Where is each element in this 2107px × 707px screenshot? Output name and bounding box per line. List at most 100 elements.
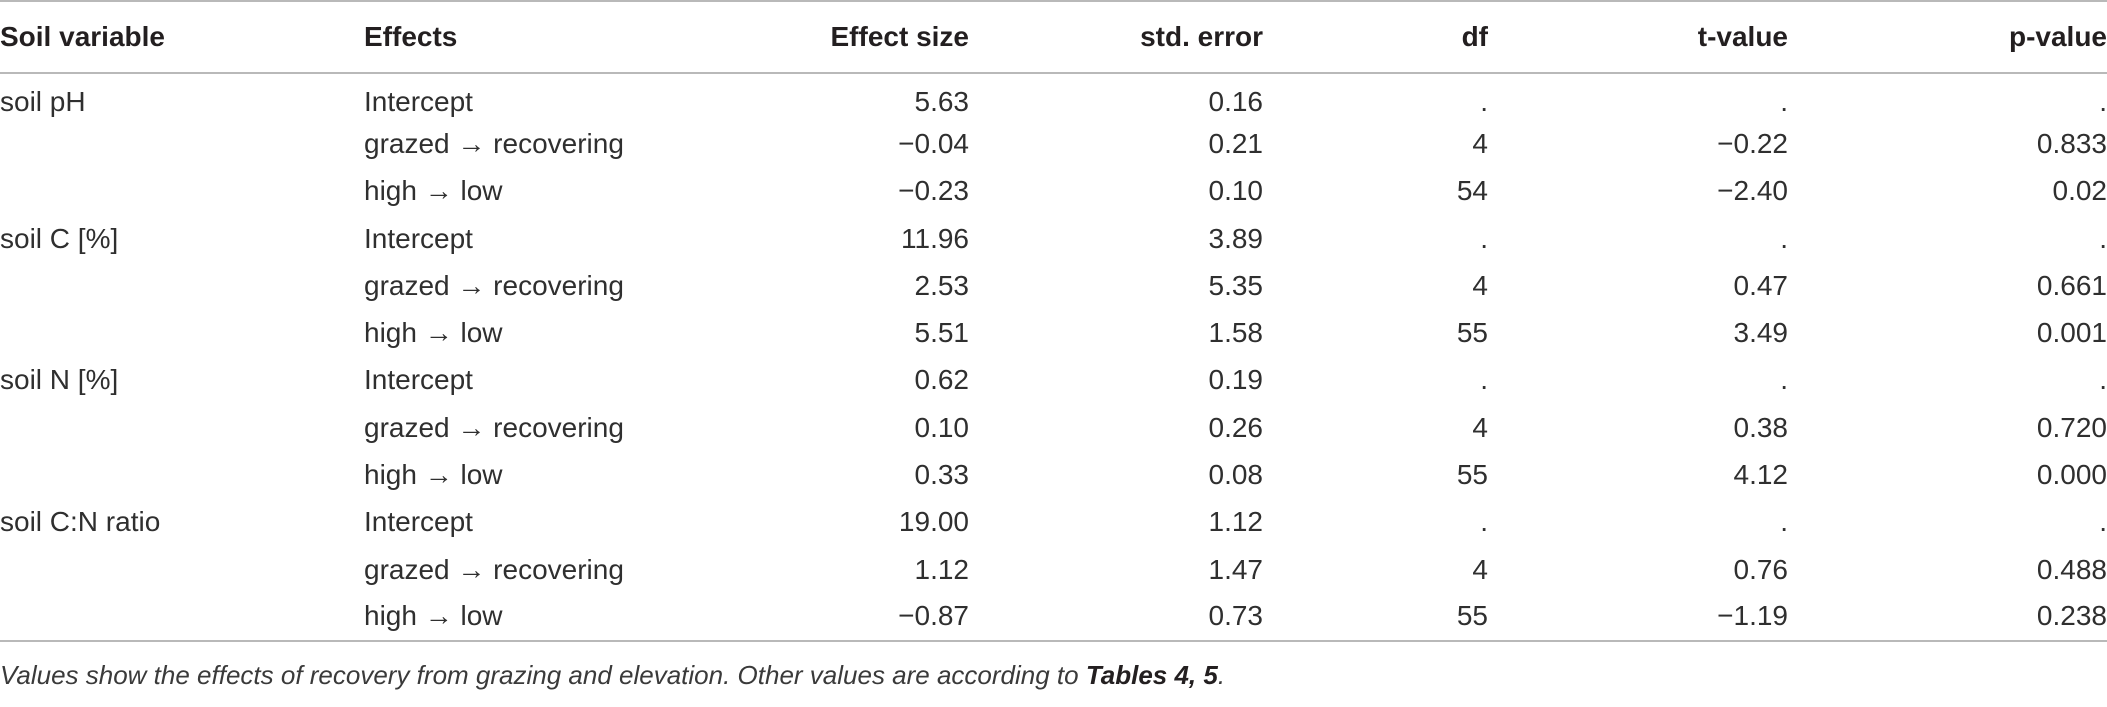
cell-t-value: 4.12	[1733, 459, 1789, 491]
footnote-table-reference[interactable]: Tables 4, 5	[1085, 660, 1218, 690]
footnote-text: Values show the effects of recovery from…	[0, 660, 1086, 690]
cell-std-error: 0.10	[1208, 175, 1264, 207]
cell-std-error: 0.08	[1208, 459, 1264, 491]
table-row: grazed → recovering 2.53 5.35 4 0.47 0.6…	[0, 262, 2107, 309]
table-row: soil C [%] Intercept 11.96 3.89 . . .	[0, 215, 2107, 262]
cell-soil-variable	[0, 309, 364, 356]
cell-df: 55	[1263, 593, 1488, 642]
cell-effect: grazed → recovering	[364, 127, 624, 159]
cell-effect-size: 11.96	[901, 222, 969, 254]
cell-std-error: 5.35	[1208, 269, 1264, 301]
cell-effect: Intercept	[364, 222, 473, 254]
cell-p-value: 0.488	[2036, 553, 2107, 585]
cell-soil-variable	[0, 593, 364, 642]
cell-std-error: 0.16	[1208, 86, 1264, 118]
cell-soil-variable: soil C [%]	[0, 222, 119, 254]
cell-t-value: 0.47	[1733, 269, 1789, 301]
cell-p-value: .	[2099, 222, 2107, 254]
table-row: high → low −0.87 0.73 55 −1.19 0.238	[0, 593, 2107, 642]
cell-p-value: .	[2099, 364, 2107, 396]
cell-std-error: 0.21	[1208, 127, 1264, 159]
cell-effect-size: −0.04	[898, 127, 969, 159]
table-row: soil pH Intercept 5.63 0.16 . . .	[0, 73, 2107, 120]
cell-p-value: 0.001	[2036, 317, 2107, 349]
cell-df: .	[1480, 364, 1488, 396]
cell-effect-size: 0.33	[914, 459, 970, 491]
cell-effect-size: 2.53	[914, 269, 970, 301]
cell-p-value: 0.238	[1788, 593, 2107, 642]
cell-t-value: 0.76	[1733, 553, 1789, 585]
footnote-end: .	[1217, 660, 1226, 690]
cell-effect-size: 0.10	[914, 411, 970, 443]
cell-soil-variable: soil N [%]	[0, 364, 119, 396]
cell-std-error: 0.73	[969, 593, 1263, 642]
cell-df: 4	[1472, 411, 1488, 443]
cell-effect-size: 19.00	[898, 506, 969, 538]
header-t-value: t-value	[1488, 0, 1788, 74]
header-soil-variable: Soil variable	[0, 0, 364, 74]
cell-t-value: −2.40	[1717, 175, 1788, 207]
cell-soil-variable	[0, 404, 364, 451]
cell-soil-variable	[0, 120, 364, 167]
header-p-value: p-value	[1788, 0, 2107, 74]
cell-t-value: 0.38	[1733, 411, 1789, 443]
cell-std-error: 3.89	[1208, 222, 1264, 254]
table-row: soil N [%] Intercept 0.62 0.19 . . .	[0, 357, 2107, 404]
cell-effect-size: −0.23	[898, 175, 969, 207]
cell-effect: Intercept	[364, 364, 473, 396]
cell-soil-variable	[0, 168, 364, 215]
cell-t-value: .	[1780, 86, 1788, 118]
cell-p-value: 0.833	[2036, 127, 2107, 159]
table-body: soil pH Intercept 5.63 0.16 . . . grazed…	[0, 73, 2107, 642]
cell-p-value: .	[2099, 506, 2107, 538]
cell-soil-variable	[0, 546, 364, 593]
table-row: high → low −0.23 0.10 54 −2.40 0.02	[0, 168, 2107, 215]
cell-effect: high → low	[364, 317, 503, 349]
cell-effect-size: 0.62	[914, 364, 970, 396]
header-row: Soil variable Effects Effect size std. e…	[0, 0, 2107, 74]
cell-p-value: 0.720	[2036, 411, 2107, 443]
table-row: grazed → recovering −0.04 0.21 4 −0.22 0…	[0, 120, 2107, 167]
cell-t-value: .	[1780, 364, 1788, 396]
cell-p-value: 0.000	[2036, 459, 2107, 491]
results-table-container: Soil variable Effects Effect size std. e…	[0, 0, 2107, 642]
cell-df: 4	[1472, 269, 1488, 301]
cell-soil-variable	[0, 451, 364, 498]
cell-effect: Intercept	[364, 86, 473, 118]
cell-df: 55	[1456, 459, 1488, 491]
cell-df: .	[1480, 86, 1488, 118]
cell-p-value: 0.02	[2052, 175, 2107, 207]
cell-effect-size: 5.63	[914, 86, 970, 118]
table-footnote: Values show the effects of recovery from…	[0, 660, 1225, 691]
cell-df: .	[1480, 506, 1488, 538]
cell-std-error: 0.26	[1208, 411, 1264, 443]
cell-t-value: −0.22	[1717, 127, 1788, 159]
cell-std-error: 1.58	[1208, 317, 1264, 349]
table-row: grazed → recovering 1.12 1.47 4 0.76 0.4…	[0, 546, 2107, 593]
cell-df: .	[1480, 222, 1488, 254]
header-effect-size: Effect size	[744, 0, 969, 74]
table-header: Soil variable Effects Effect size std. e…	[0, 0, 2107, 74]
cell-effect: high → low	[364, 459, 503, 491]
cell-df: 4	[1472, 553, 1488, 585]
cell-soil-variable: soil C:N ratio	[0, 506, 161, 538]
table-row: grazed → recovering 0.10 0.26 4 0.38 0.7…	[0, 404, 2107, 451]
header-std-error: std. error	[969, 0, 1263, 74]
header-df: df	[1263, 0, 1488, 74]
table-row: high → low 0.33 0.08 55 4.12 0.000	[0, 451, 2107, 498]
cell-std-error: 1.12	[1208, 506, 1264, 538]
cell-t-value: 3.49	[1733, 317, 1789, 349]
cell-df: 4	[1472, 127, 1488, 159]
cell-effect: high → low	[364, 593, 744, 642]
cell-std-error: 1.47	[1208, 553, 1264, 585]
cell-t-value: −1.19	[1488, 593, 1788, 642]
cell-soil-variable	[0, 262, 364, 309]
cell-std-error: 0.19	[1208, 364, 1264, 396]
cell-p-value: 0.661	[2036, 269, 2107, 301]
model-results-table: Soil variable Effects Effect size std. e…	[0, 0, 2107, 642]
table-row: soil C:N ratio Intercept 19.00 1.12 . . …	[0, 499, 2107, 546]
cell-effect: high → low	[364, 175, 503, 207]
cell-effect-size: −0.87	[744, 593, 969, 642]
cell-effect-size: 5.51	[914, 317, 970, 349]
cell-effect: grazed → recovering	[364, 411, 624, 443]
